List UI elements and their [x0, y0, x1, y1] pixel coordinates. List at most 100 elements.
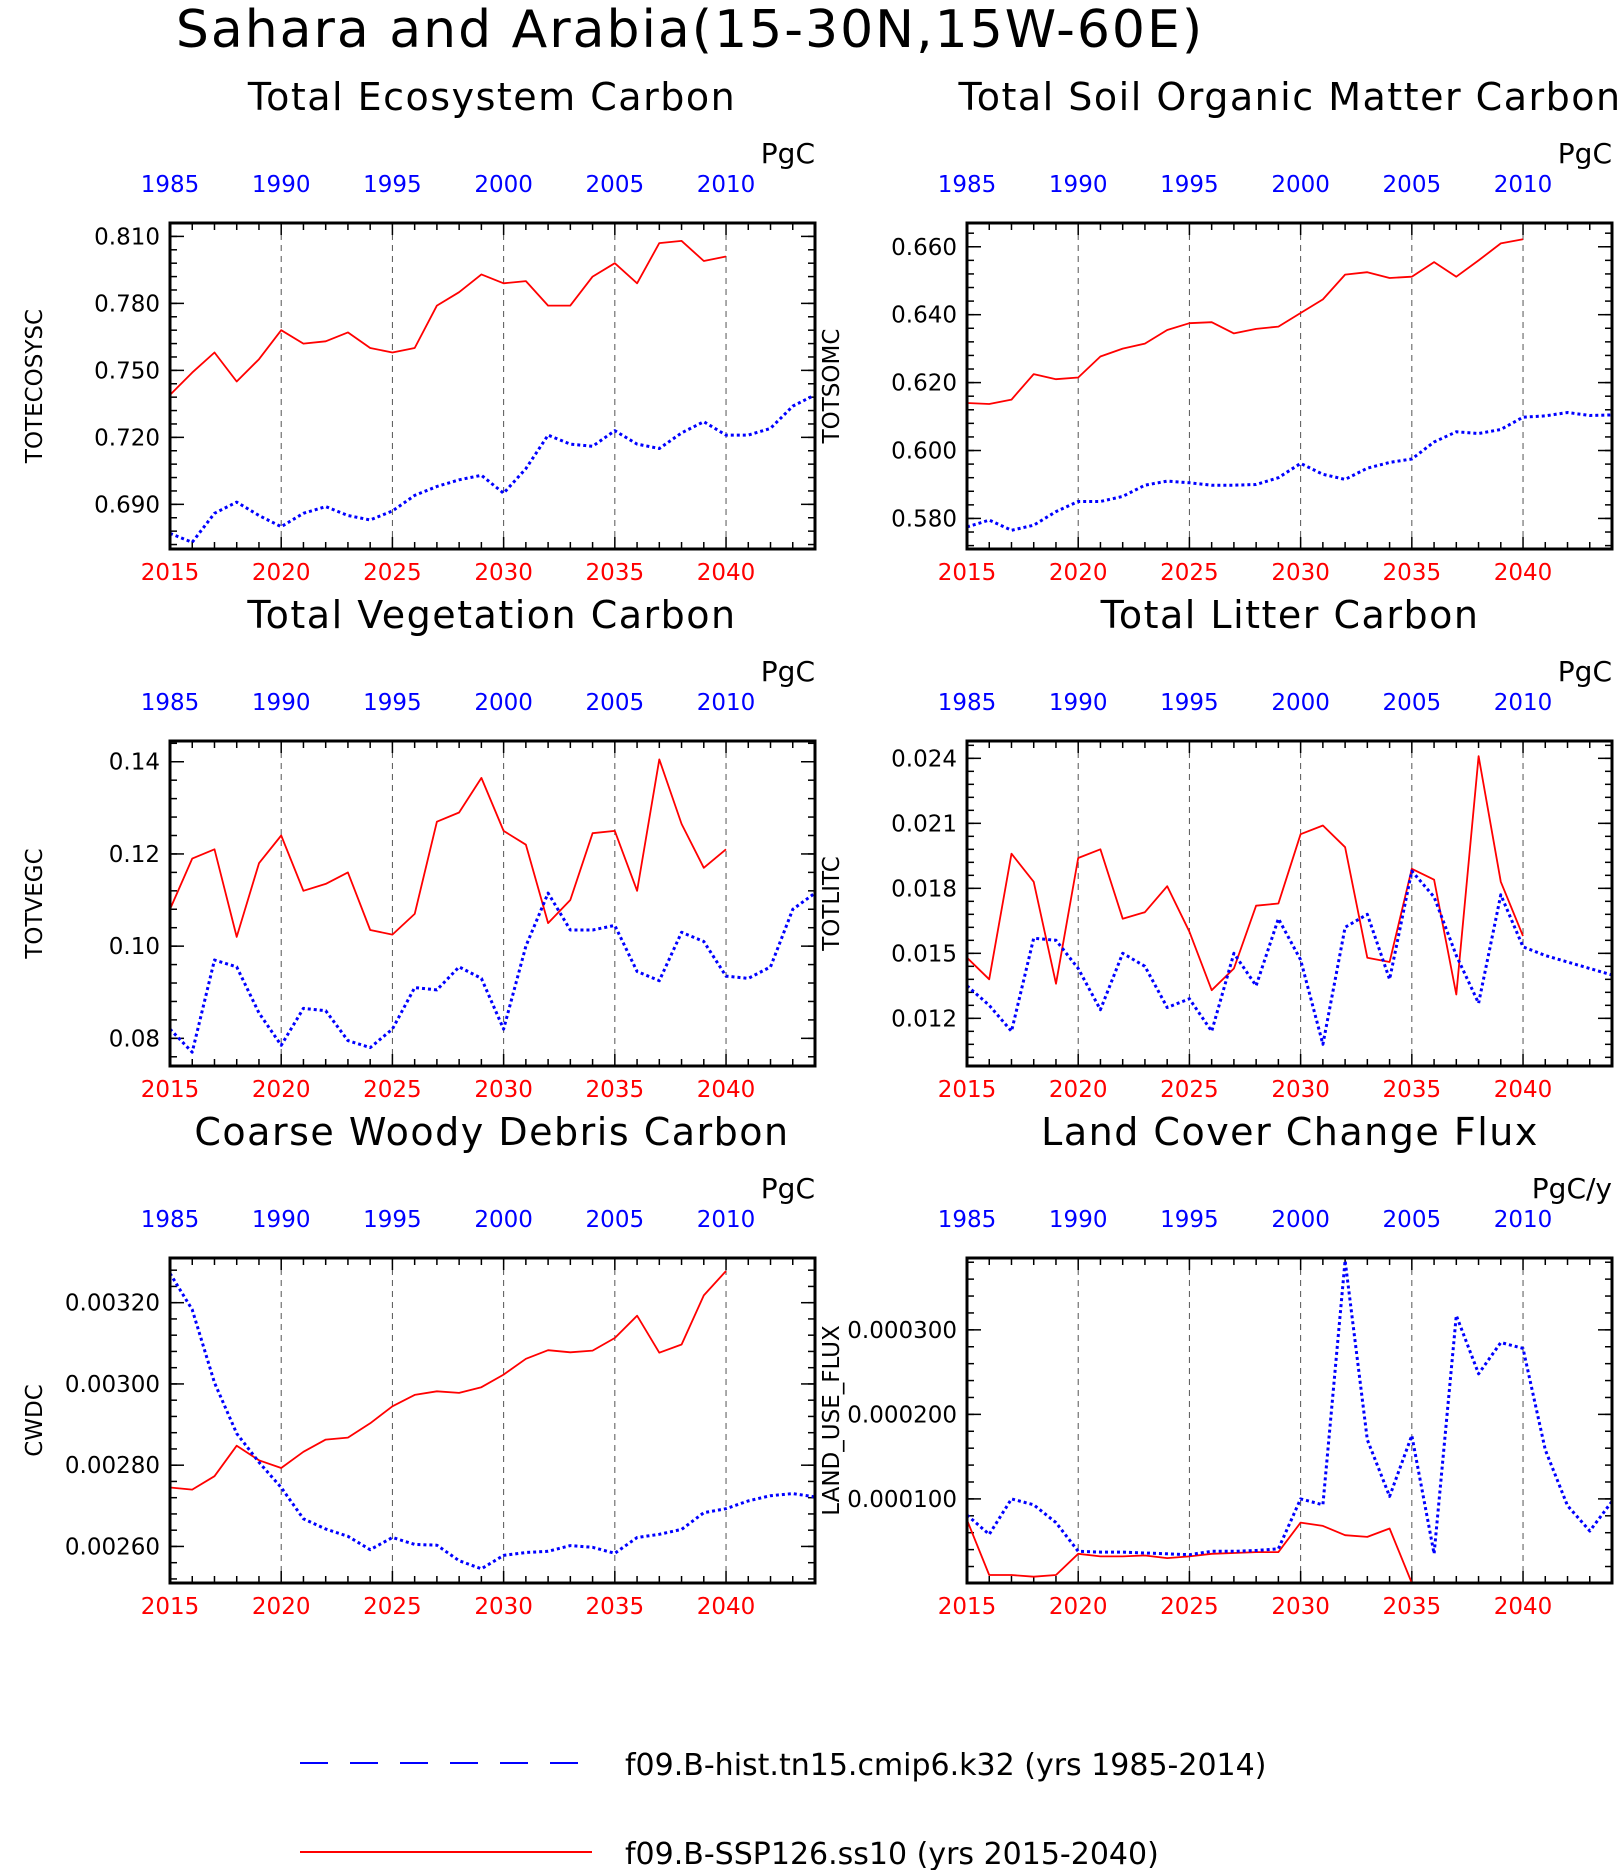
series-line-ssp — [170, 758, 727, 938]
plot-frame — [965, 1256, 1614, 1585]
y-tick-label: 0.012 — [891, 1006, 957, 1032]
chart-panel: Total Vegetation Carbon PgC TOTVEGC 2015 202… — [22, 593, 817, 1103]
x-tick-label: 1985 — [938, 1207, 997, 1233]
series-line-ssp — [967, 755, 1524, 996]
x-tick-label: 2020 — [1049, 1077, 1108, 1103]
series-line-ssp — [967, 1519, 1413, 1583]
y-tick-label: 0.750 — [94, 358, 160, 384]
x-tick-label: 2015 — [141, 1077, 200, 1103]
y-tick-label: 0.12 — [109, 842, 160, 868]
series-line-ssp — [170, 1270, 727, 1491]
units-label: PgC — [1558, 655, 1612, 688]
x-tick-label: 2020 — [252, 1077, 311, 1103]
x-tick-label: 1995 — [363, 172, 422, 198]
y-tick-label: 0.000300 — [847, 1318, 957, 1344]
x-tick-label: 1990 — [1049, 172, 1108, 198]
y-axis-label: CWDC — [22, 1384, 48, 1457]
y-tick-label: 0.780 — [94, 291, 160, 317]
x-tick-label: 2010 — [697, 172, 756, 198]
y-tick-label: 0.10 — [109, 934, 160, 960]
series-line-hist — [967, 1259, 1612, 1557]
chart-title: Coarse Woody Debris Carbon — [194, 1110, 789, 1154]
x-tick-label: 2010 — [1494, 1207, 1553, 1233]
x-tick-label: 1995 — [363, 1207, 422, 1233]
chart-title: Total Vegetation Carbon — [246, 593, 736, 637]
y-tick-label: 0.620 — [891, 371, 957, 397]
y-axis-label: LAND_USE_FLUX — [819, 1325, 845, 1516]
x-tick-label: 2040 — [697, 1594, 756, 1620]
series-line-ssp — [170, 239, 727, 396]
x-tick-label: 2030 — [1271, 1077, 1330, 1103]
x-tick-label: 2025 — [363, 1077, 422, 1103]
chart-title: Total Soil Organic Matter Carbon — [957, 75, 1620, 119]
x-tick-label: 2010 — [1494, 172, 1553, 198]
x-tick-label: 1990 — [252, 1207, 311, 1233]
x-tick-label: 2030 — [1271, 560, 1330, 586]
y-tick-label: 0.00300 — [65, 1372, 160, 1398]
series-line-hist — [170, 891, 815, 1054]
x-tick-label: 2025 — [1160, 1594, 1219, 1620]
x-tick-label: 2010 — [697, 1207, 756, 1233]
y-axis-label: TOTLITC — [819, 856, 845, 952]
x-tick-label: 2025 — [1160, 560, 1219, 586]
x-tick-label: 2005 — [586, 172, 645, 198]
y-tick-label: 0.08 — [109, 1026, 160, 1052]
x-tick-label: 1985 — [938, 172, 997, 198]
series-line-hist — [967, 869, 1612, 1046]
x-tick-label: 1990 — [1049, 690, 1108, 716]
series-line-hist — [170, 1272, 815, 1571]
x-tick-label: 2040 — [697, 560, 756, 586]
y-tick-label: 0.00280 — [65, 1453, 160, 1479]
y-tick-label: 0.640 — [891, 303, 957, 329]
x-tick-label: 1995 — [1160, 1207, 1219, 1233]
x-tick-label: 2015 — [938, 560, 997, 586]
x-tick-label: 2005 — [1383, 1207, 1442, 1233]
units-label: PgC — [1558, 137, 1612, 170]
y-tick-label: 0.000200 — [847, 1402, 957, 1428]
x-tick-label: 1995 — [1160, 172, 1219, 198]
plot-frame — [168, 739, 817, 1068]
x-tick-label: 2025 — [363, 560, 422, 586]
x-tick-label: 2015 — [141, 1594, 200, 1620]
x-tick-label: 2010 — [1494, 690, 1553, 716]
x-tick-label: 1990 — [252, 172, 311, 198]
y-tick-label: 0.810 — [94, 224, 160, 250]
x-tick-label: 2020 — [1049, 1594, 1108, 1620]
y-tick-label: 0.000100 — [847, 1487, 957, 1513]
units-label: PgC — [761, 655, 815, 688]
x-tick-label: 2010 — [697, 690, 756, 716]
y-tick-label: 0.018 — [891, 876, 957, 902]
x-tick-label: 2005 — [586, 690, 645, 716]
x-tick-label: 1990 — [252, 690, 311, 716]
x-tick-label: 2030 — [474, 1077, 533, 1103]
units-label: PgC — [761, 137, 815, 170]
y-tick-label: 0.00260 — [65, 1534, 160, 1560]
y-tick-label: 0.14 — [109, 750, 160, 776]
plot-frame — [168, 1256, 817, 1585]
x-tick-label: 2020 — [252, 560, 311, 586]
chart-panel: Total Soil Organic Matter Carbon PgC TOTSO… — [819, 75, 1620, 586]
chart-title: Land Cover Change Flux — [1041, 1110, 1539, 1154]
series-line-hist — [967, 411, 1612, 532]
x-tick-label: 2000 — [1271, 690, 1330, 716]
x-tick-label: 1990 — [1049, 1207, 1108, 1233]
x-tick-label: 2000 — [474, 1207, 533, 1233]
x-tick-label: 2020 — [1049, 560, 1108, 586]
series-line-ssp — [967, 238, 1524, 405]
plot-frame — [965, 221, 1614, 551]
y-axis-label: TOTVEGC — [22, 848, 48, 959]
x-tick-label: 2000 — [474, 172, 533, 198]
units-label: PgC/y — [1532, 1172, 1612, 1205]
x-tick-label: 2035 — [1383, 1594, 1442, 1620]
chart-panel: Coarse Woody Debris Carbon PgC CWDC 2015 202… — [22, 1110, 817, 1620]
y-axis-label: TOTECOSYSC — [22, 309, 48, 464]
x-tick-label: 1985 — [141, 172, 200, 198]
chart-title: Total Litter Carbon — [1100, 593, 1480, 637]
x-tick-label: 2005 — [1383, 690, 1442, 716]
y-axis-label: TOTSOMC — [819, 329, 845, 445]
y-tick-label: 0.600 — [891, 439, 957, 465]
x-tick-label: 2020 — [252, 1594, 311, 1620]
x-tick-label: 1985 — [141, 690, 200, 716]
y-tick-label: 0.00320 — [65, 1291, 160, 1317]
